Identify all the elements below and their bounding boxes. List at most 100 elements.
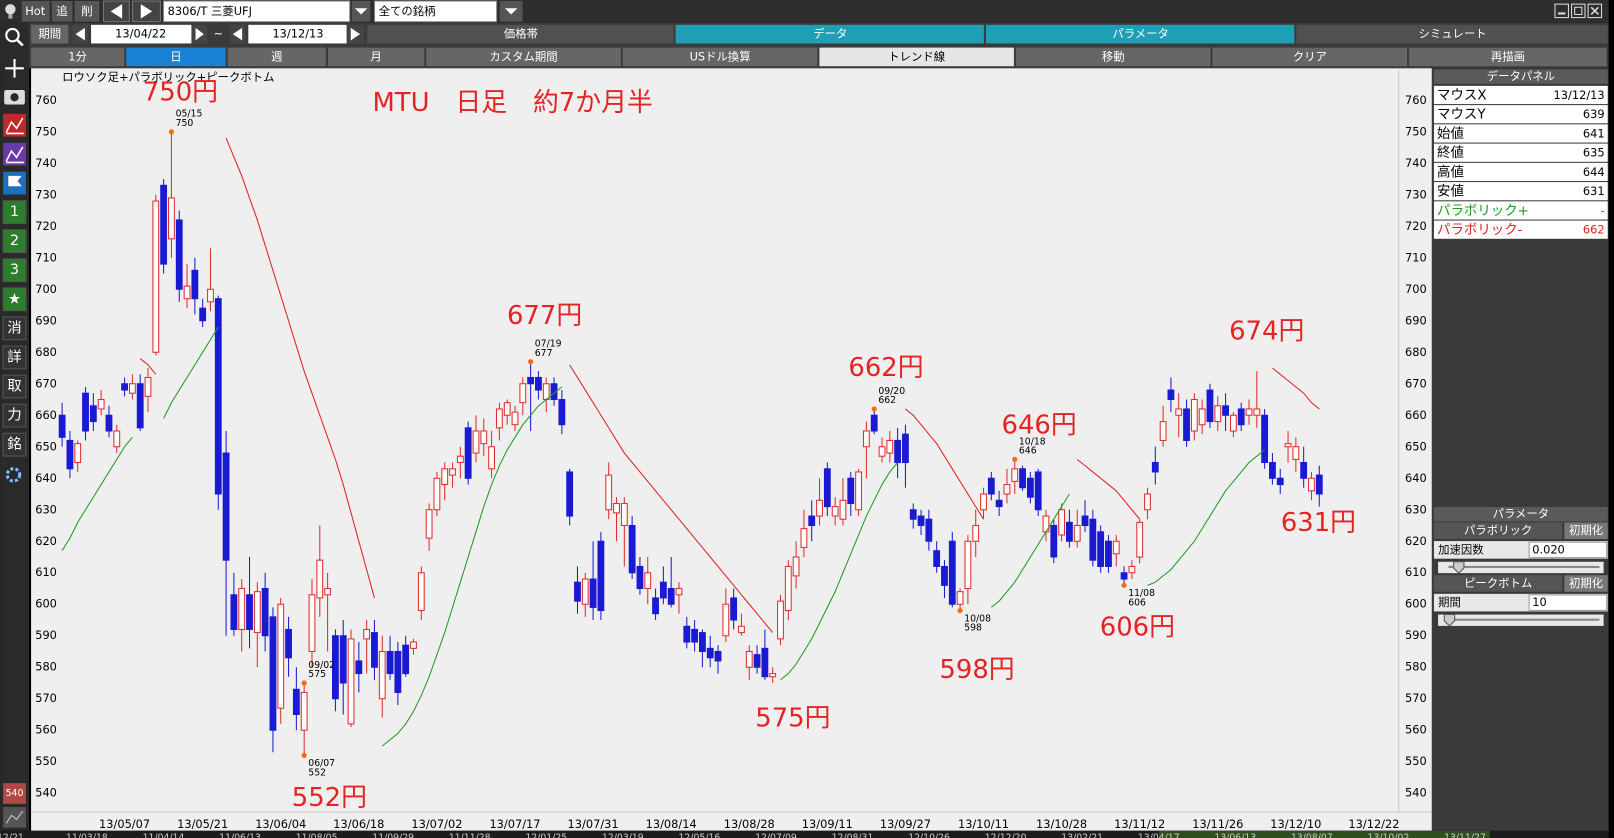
candle-body — [1269, 461, 1276, 479]
side-tool[interactable] — [2, 229, 27, 254]
crosshair-icon[interactable] — [5, 58, 24, 78]
candle-body — [831, 506, 839, 517]
flag-glyph — [8, 175, 22, 192]
x-tick-label: 13/12/10 — [1270, 817, 1321, 831]
candle-body — [862, 430, 870, 448]
candle-body — [503, 402, 511, 416]
param-input[interactable] — [1528, 541, 1608, 559]
toolbar-button[interactable] — [1409, 47, 1607, 67]
side-tool[interactable] — [2, 287, 27, 312]
overview-date: 11/09/29 — [372, 833, 414, 838]
add-label: 追 — [56, 4, 68, 18]
side-tool-label: 消 — [7, 319, 21, 336]
candle-body — [1237, 408, 1245, 426]
prev-arrow — [110, 4, 123, 19]
y-tick-label-right: 750 — [1405, 124, 1427, 138]
x-tick-label: 13/09/11 — [802, 817, 853, 831]
reset-button[interactable] — [1564, 575, 1608, 592]
candle-body — [605, 474, 613, 511]
side-tool-label: 力 — [7, 407, 21, 424]
tab[interactable] — [1296, 24, 1608, 44]
button-label: USドル換算 — [690, 49, 751, 63]
side-tool[interactable] — [2, 432, 27, 457]
button-label: 日 — [170, 49, 181, 63]
slider-thumb[interactable] — [1453, 561, 1465, 574]
side-tool[interactable] — [2, 316, 27, 341]
toolbar-button[interactable] — [1015, 47, 1211, 67]
candle-body — [105, 414, 113, 432]
candle-body — [597, 540, 605, 612]
candle-body — [667, 587, 675, 605]
from-box[interactable] — [91, 24, 192, 44]
peak-marker — [1012, 456, 1018, 462]
restore-button[interactable] — [1571, 3, 1586, 19]
annotation: 750円 — [143, 78, 218, 108]
list-box[interactable] — [374, 0, 498, 23]
data-row-label: マウスX — [1437, 87, 1487, 103]
overview-date: 13/02/21 — [1061, 833, 1103, 838]
price-icon[interactable] — [3, 783, 26, 804]
candle-body — [784, 565, 792, 612]
symbol-box[interactable] — [162, 0, 351, 23]
toolbar-button[interactable] — [622, 47, 818, 67]
tab[interactable] — [985, 24, 1295, 44]
y-tick-label-right: 650 — [1405, 439, 1427, 453]
arrow — [350, 27, 361, 41]
data-row-value: 639 — [1583, 107, 1605, 121]
candle-body — [394, 650, 402, 693]
tab[interactable] — [367, 24, 674, 44]
candle-body — [1245, 408, 1253, 416]
candle-body — [933, 550, 941, 567]
bulb-icon[interactable] — [5, 4, 16, 15]
side-tool[interactable] — [2, 374, 27, 399]
y-tick-label: 710 — [35, 250, 57, 264]
overview-window[interactable] — [1158, 830, 1490, 838]
x-tick-label: 13/08/14 — [646, 817, 697, 831]
param-input[interactable] — [1528, 594, 1608, 611]
hot-button[interactable] — [21, 1, 50, 22]
y-tick-label-right: 620 — [1405, 534, 1427, 548]
chart-title: MTU 日足 約7か月半 — [372, 88, 652, 118]
toolbar-button[interactable] — [227, 47, 326, 67]
side-tool[interactable] — [2, 345, 27, 370]
toolbar-button[interactable] — [426, 47, 621, 67]
y-tick-label-right: 630 — [1405, 502, 1427, 516]
candle-body — [659, 581, 667, 599]
reset-button[interactable] — [1564, 522, 1608, 540]
peak-date: 11/08 — [1128, 588, 1155, 599]
toolbar-button[interactable] — [31, 47, 125, 67]
to-box[interactable] — [248, 24, 347, 44]
side-tool[interactable] — [2, 200, 27, 224]
candle-body — [917, 515, 925, 527]
toolbar-button[interactable] — [1212, 47, 1408, 67]
candle-body — [253, 591, 261, 634]
overview-date: 12/01/25 — [525, 833, 567, 838]
side-tool-label: ★ — [8, 291, 21, 307]
close-button[interactable] — [1587, 3, 1603, 19]
side-tool[interactable] — [2, 403, 27, 428]
annotation: 606円 — [1100, 612, 1175, 642]
param-group-header — [1433, 575, 1563, 592]
candle-body — [620, 502, 628, 527]
toolbar-button[interactable] — [819, 47, 1014, 67]
side-tool[interactable] — [2, 258, 27, 283]
candle-body — [160, 184, 168, 265]
search-icon[interactable] — [5, 27, 20, 43]
tab[interactable] — [675, 24, 984, 44]
slider-thumb[interactable] — [1443, 614, 1456, 627]
candle-body — [1128, 565, 1136, 574]
add-button[interactable] — [51, 1, 73, 22]
toolbar-button[interactable] — [126, 47, 226, 67]
y-tick-label: 550 — [35, 754, 57, 768]
settings-icon[interactable] — [5, 467, 22, 483]
candle-body — [823, 468, 831, 508]
from-date: 13/04/22 — [115, 27, 166, 41]
delete-button[interactable] — [74, 1, 100, 22]
candle-body — [1276, 477, 1284, 486]
close-glyph — [1590, 6, 1599, 16]
data-row — [1433, 85, 1608, 105]
toolbar-button[interactable] — [327, 47, 425, 67]
minimize-button[interactable] — [1554, 3, 1569, 19]
candle-body — [535, 376, 542, 391]
